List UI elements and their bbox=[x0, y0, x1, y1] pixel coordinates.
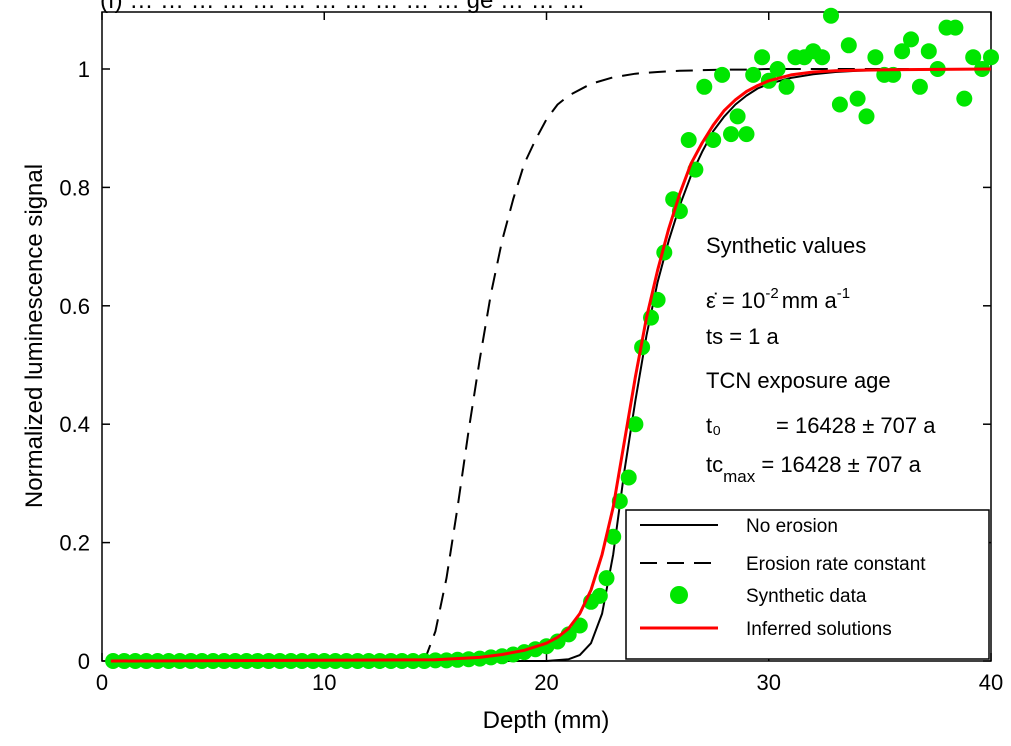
legend-label-synthetic-data: Synthetic data bbox=[746, 586, 867, 607]
data-point bbox=[723, 126, 739, 143]
data-point bbox=[965, 49, 982, 66]
legend-swatch-synthetic-data bbox=[670, 586, 688, 604]
erosion-rate-unit-exponent: -1 bbox=[837, 285, 850, 302]
synthetic-values-annotation: Synthetic values ε̇ = 10-2 mm a-1 ts = 1 … bbox=[706, 233, 936, 486]
data-point bbox=[947, 19, 964, 36]
data-point bbox=[745, 66, 762, 83]
legend-label-inferred: Inferred solutions bbox=[746, 619, 892, 640]
data-point bbox=[627, 416, 644, 433]
annotation-heading: Synthetic values bbox=[706, 233, 866, 258]
tcmax-subscript: max bbox=[723, 467, 756, 486]
data-point bbox=[956, 90, 973, 107]
epsilon-dot-symbol: ε̇ bbox=[706, 288, 717, 313]
data-point bbox=[729, 108, 746, 125]
data-point bbox=[605, 528, 622, 545]
data-point bbox=[814, 49, 831, 66]
axis-tick-labels: 0 10 20 30 40 0 0.2 0.4 0.6 0.8 1 bbox=[59, 57, 1003, 695]
y-axis-label: Normalized luminescence signal bbox=[21, 164, 48, 508]
data-point bbox=[769, 61, 786, 77]
data-point bbox=[840, 37, 857, 54]
legend-box bbox=[625, 509, 990, 660]
data-point bbox=[867, 49, 884, 66]
tcmax-label: tc bbox=[706, 452, 723, 477]
data-point bbox=[714, 66, 731, 83]
data-point bbox=[591, 587, 608, 604]
data-point bbox=[778, 78, 795, 95]
x-axis-label: Depth (mm) bbox=[483, 707, 610, 734]
x-tick-label: 10 bbox=[312, 670, 336, 695]
legend-label-no-erosion: No erosion bbox=[746, 516, 838, 537]
y-tick-label: 0.6 bbox=[59, 294, 90, 319]
data-point bbox=[858, 108, 875, 125]
data-point bbox=[894, 43, 911, 60]
x-tick-label: 20 bbox=[534, 670, 558, 695]
annotation-tcn-heading: TCN exposure age bbox=[706, 368, 891, 393]
annotation-t0-value: = 16428 ± 707 a bbox=[776, 413, 936, 438]
x-tick-label: 0 bbox=[96, 670, 108, 695]
legend-label-erosion-rate: Erosion rate constant bbox=[746, 554, 926, 575]
annotation-ts: ts = 1 a bbox=[706, 324, 780, 349]
data-point bbox=[598, 570, 615, 587]
annotation-erosion-rate: ε̇ = 10-2 mm a-1 bbox=[706, 285, 850, 313]
legend: No erosion Erosion rate constant Synthet… bbox=[625, 509, 990, 660]
erosion-rate-exponent: -2 bbox=[765, 285, 778, 302]
data-point bbox=[754, 49, 771, 66]
data-point bbox=[831, 96, 848, 113]
erosion-rate-unit: mm a bbox=[782, 288, 838, 313]
y-tick-label: 1 bbox=[78, 57, 90, 82]
data-point bbox=[620, 469, 637, 486]
data-point bbox=[571, 617, 588, 634]
annotation-t0-label: t₀ bbox=[706, 413, 721, 438]
series-erosion-rate-constant-line bbox=[423, 68, 991, 662]
y-tick-label: 0.2 bbox=[59, 531, 90, 556]
x-tick-label: 40 bbox=[979, 670, 1003, 695]
y-tick-label: 0.8 bbox=[59, 175, 90, 200]
data-point bbox=[649, 291, 666, 308]
erosion-rate-equals: = 10 bbox=[716, 288, 766, 313]
data-point bbox=[849, 90, 866, 107]
series-inferred-solutions-line bbox=[110, 67, 992, 663]
data-point bbox=[983, 49, 999, 66]
data-point bbox=[920, 43, 937, 60]
data-point bbox=[823, 7, 839, 24]
tcmax-value: = 16428 ± 707 a bbox=[755, 452, 921, 477]
annotation-tcmax: tcmax = 16428 ± 707 a bbox=[706, 452, 922, 486]
chart-title: (f) … … … … … … … … … … … ge … … … bbox=[100, 0, 585, 14]
series-layer bbox=[105, 7, 999, 669]
data-point bbox=[705, 132, 722, 148]
data-point bbox=[911, 78, 928, 95]
data-point bbox=[696, 78, 713, 95]
x-tick-label: 30 bbox=[757, 670, 781, 695]
data-point bbox=[903, 31, 919, 48]
y-tick-label: 0.4 bbox=[59, 412, 90, 437]
y-tick-label: 0 bbox=[78, 649, 90, 674]
data-point bbox=[680, 132, 697, 148]
data-point bbox=[738, 126, 755, 143]
